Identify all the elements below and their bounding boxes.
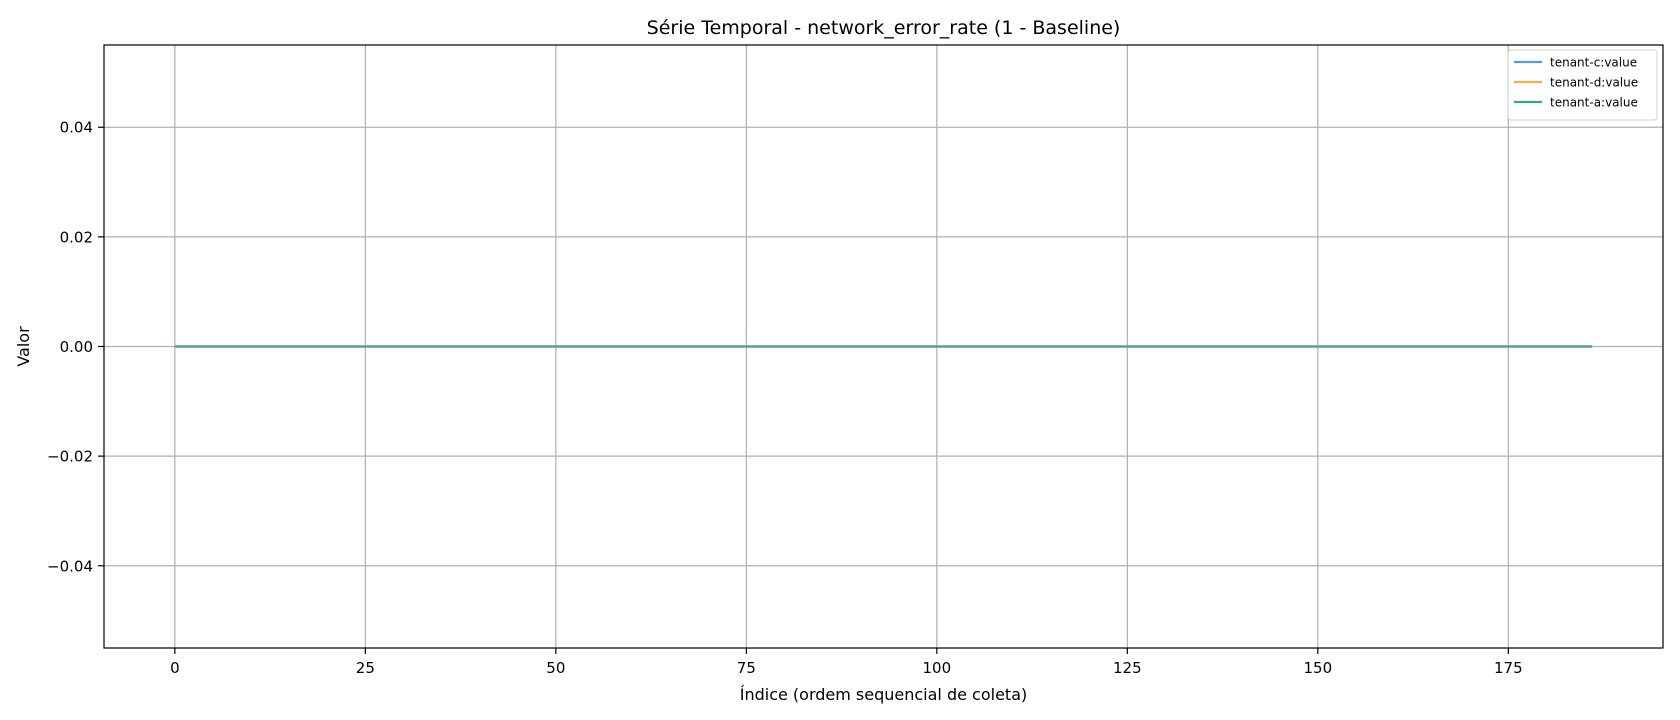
- legend-entry: tenant-d:value: [1550, 76, 1638, 90]
- chart-title: Série Temporal - network_error_rate (1 -…: [647, 17, 1121, 39]
- x-tick-label: 150: [1304, 659, 1333, 677]
- x-axis-label: Índice (ordem sequencial de coleta): [740, 685, 1028, 704]
- y-tick-label: −0.02: [47, 448, 93, 466]
- legend-entry: tenant-a:value: [1550, 96, 1638, 110]
- x-tick-label: 50: [546, 659, 565, 677]
- y-tick-label: −0.04: [47, 557, 93, 575]
- legend-box: [1507, 49, 1658, 121]
- x-tick-label: 25: [356, 659, 375, 677]
- y-tick-label: 0.00: [60, 338, 93, 356]
- legend: tenant-c:value tenant-d:value tenant-a:val…: [1507, 49, 1658, 121]
- x-tick-label: 100: [923, 659, 952, 677]
- y-axis-label: Valor: [14, 326, 33, 367]
- y-tick-label: 0.04: [60, 119, 93, 137]
- x-tick-label: 175: [1494, 659, 1523, 677]
- x-tick-label: 125: [1113, 659, 1142, 677]
- y-tick-label: 0.02: [60, 228, 93, 246]
- x-tick-label: 75: [737, 659, 756, 677]
- x-tick-label: 0: [170, 659, 180, 677]
- legend-entry: tenant-c:value: [1550, 56, 1637, 70]
- axis-ticks: 0 25 50 75 100 125 150 175 −0.04 −0.02 0.00 0.02 0.0…: [47, 119, 1523, 677]
